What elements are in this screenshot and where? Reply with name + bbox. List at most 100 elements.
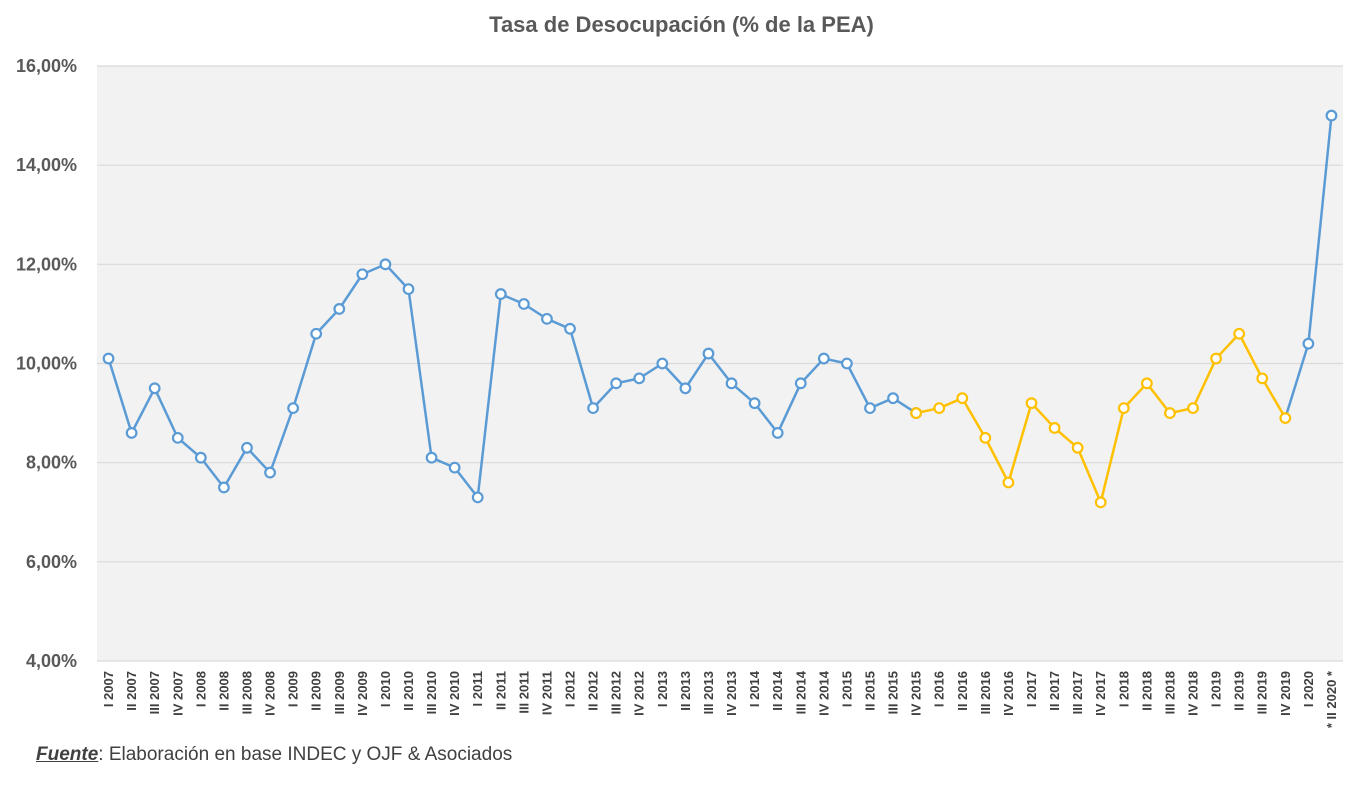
x-tick-label: I 2016 bbox=[932, 671, 947, 707]
data-point-series-2 bbox=[1256, 372, 1269, 385]
data-point-series-1 bbox=[241, 441, 253, 454]
y-tick-label: 8,00% bbox=[26, 453, 77, 473]
x-tick-label: I 2017 bbox=[1024, 671, 1039, 707]
data-point-series-1 bbox=[1302, 337, 1315, 350]
data-point-series-2 bbox=[1279, 412, 1292, 424]
x-tick-label: III 2009 bbox=[332, 671, 347, 714]
chart-title: Tasa de Desocupación (% de la PEA) bbox=[489, 12, 874, 37]
data-point-series-2 bbox=[933, 402, 946, 415]
x-tick-label: II 2015 bbox=[862, 671, 877, 711]
x-tick-label: III 2010 bbox=[424, 671, 439, 714]
data-point-series-1 bbox=[379, 258, 392, 271]
data-point-series-1 bbox=[517, 298, 530, 310]
y-tick-label: 4,00% bbox=[26, 651, 77, 671]
series-points bbox=[102, 109, 1338, 509]
x-tick-label: I 2007 bbox=[101, 671, 116, 707]
data-point-series-1 bbox=[1325, 109, 1338, 122]
x-tick-label: II 2009 bbox=[309, 671, 324, 711]
data-point-series-1 bbox=[333, 303, 346, 315]
x-tick-label: IV 2011 bbox=[539, 671, 554, 715]
x-tick-label: II 2008 bbox=[216, 671, 231, 711]
data-point-series-2 bbox=[1187, 402, 1199, 415]
y-axis-ticks: 4,00% 6,00% 8,00% 10,00% 12,00% 14,00% 16,00% bbox=[16, 56, 77, 671]
x-tick-label: IV 2017 bbox=[1093, 671, 1108, 716]
x-tick-label: I 2010 bbox=[378, 671, 393, 707]
data-point-series-1 bbox=[356, 268, 369, 281]
x-tick-label: II 2011 bbox=[493, 671, 508, 710]
source-text: : Elaboración en base INDEC y OJF & Asoc… bbox=[98, 744, 513, 765]
data-point-series-1 bbox=[725, 377, 738, 390]
x-tick-label: IV 2012 bbox=[632, 671, 647, 716]
data-point-series-1 bbox=[587, 402, 599, 415]
source-note: Fuente: Elaboración en base INDEC y OJF … bbox=[36, 744, 512, 766]
data-point-series-1 bbox=[656, 357, 669, 370]
data-point-series-1 bbox=[218, 481, 230, 494]
data-point-series-1 bbox=[633, 372, 646, 385]
data-point-series-2 bbox=[956, 392, 969, 405]
data-point-series-1 bbox=[702, 347, 715, 360]
data-point-series-1 bbox=[194, 451, 207, 464]
source-label: Fuente bbox=[36, 744, 99, 765]
x-tick-label: III 2012 bbox=[609, 671, 624, 714]
x-tick-label: III 2014 bbox=[793, 670, 808, 714]
data-point-series-1 bbox=[748, 397, 761, 410]
x-tick-label: I 2008 bbox=[193, 671, 208, 707]
x-tick-label: II 2016 bbox=[955, 671, 970, 711]
series-line-1 bbox=[107, 263, 917, 499]
data-point-series-1 bbox=[402, 283, 415, 296]
data-point-series-1 bbox=[887, 392, 899, 405]
x-tick-label: IV 2016 bbox=[1001, 671, 1016, 716]
series-line-1 bbox=[1307, 115, 1333, 344]
data-point-series-1 bbox=[817, 352, 830, 365]
x-tick-label: II 2019 bbox=[1232, 671, 1247, 711]
x-tick-label: I 2009 bbox=[286, 671, 301, 707]
x-tick-label: I 2019 bbox=[1209, 671, 1224, 707]
data-point-series-2 bbox=[1071, 441, 1084, 454]
x-tick-label: III 2008 bbox=[239, 671, 254, 714]
data-point-series-2 bbox=[910, 407, 923, 419]
data-point-series-2 bbox=[1117, 402, 1130, 415]
data-point-series-1 bbox=[448, 461, 461, 474]
data-point-series-1 bbox=[771, 427, 784, 439]
x-tick-label: II 2018 bbox=[1139, 671, 1154, 711]
x-tick-label: III 2013 bbox=[701, 671, 716, 714]
data-point-series-2 bbox=[1094, 496, 1107, 509]
data-point-series-1 bbox=[841, 357, 853, 370]
y-tick-label: 14,00% bbox=[16, 155, 77, 175]
data-point-series-1 bbox=[125, 427, 138, 439]
data-point-series-1 bbox=[794, 377, 807, 390]
x-tick-label: IV 2008 bbox=[263, 671, 278, 716]
data-point-series-2 bbox=[1210, 352, 1222, 365]
gridlines bbox=[97, 65, 1343, 662]
data-point-series-2 bbox=[1164, 407, 1176, 419]
data-point-series-1 bbox=[679, 382, 692, 395]
data-point-series-2 bbox=[1002, 476, 1015, 489]
data-point-series-1 bbox=[310, 327, 323, 340]
x-tick-label: IV 2018 bbox=[1186, 671, 1201, 716]
data-point-series-1 bbox=[425, 451, 438, 464]
x-tick-label: * II 2020 * bbox=[1324, 670, 1339, 728]
series-connector-line bbox=[1284, 343, 1310, 419]
x-tick-label: II 2010 bbox=[401, 671, 416, 711]
x-tick-label: IV 2013 bbox=[724, 671, 739, 716]
x-tick-label: III 2018 bbox=[1162, 671, 1177, 714]
x-tick-label: I 2013 bbox=[655, 671, 670, 707]
x-tick-label: III 2017 bbox=[1070, 671, 1085, 714]
x-tick-label: III 2019 bbox=[1255, 671, 1270, 714]
data-point-series-2 bbox=[979, 431, 992, 444]
x-tick-label: II 2007 bbox=[124, 671, 139, 711]
x-tick-label: IV 2009 bbox=[355, 671, 370, 716]
data-point-series-1 bbox=[610, 377, 623, 390]
x-tick-label: I 2020 bbox=[1301, 671, 1316, 707]
x-tick-label: II 2017 bbox=[1047, 671, 1062, 711]
x-tick-label: III 2007 bbox=[147, 671, 162, 714]
data-point-series-1 bbox=[471, 491, 484, 504]
x-tick-label: I 2011 bbox=[470, 671, 485, 706]
data-point-series-1 bbox=[264, 466, 276, 479]
x-tick-label: I 2018 bbox=[1116, 671, 1131, 707]
data-point-series-1 bbox=[102, 352, 115, 365]
y-tick-label: 6,00% bbox=[26, 552, 77, 572]
data-point-series-1 bbox=[171, 431, 184, 444]
x-tick-label: III 2015 bbox=[886, 671, 901, 714]
